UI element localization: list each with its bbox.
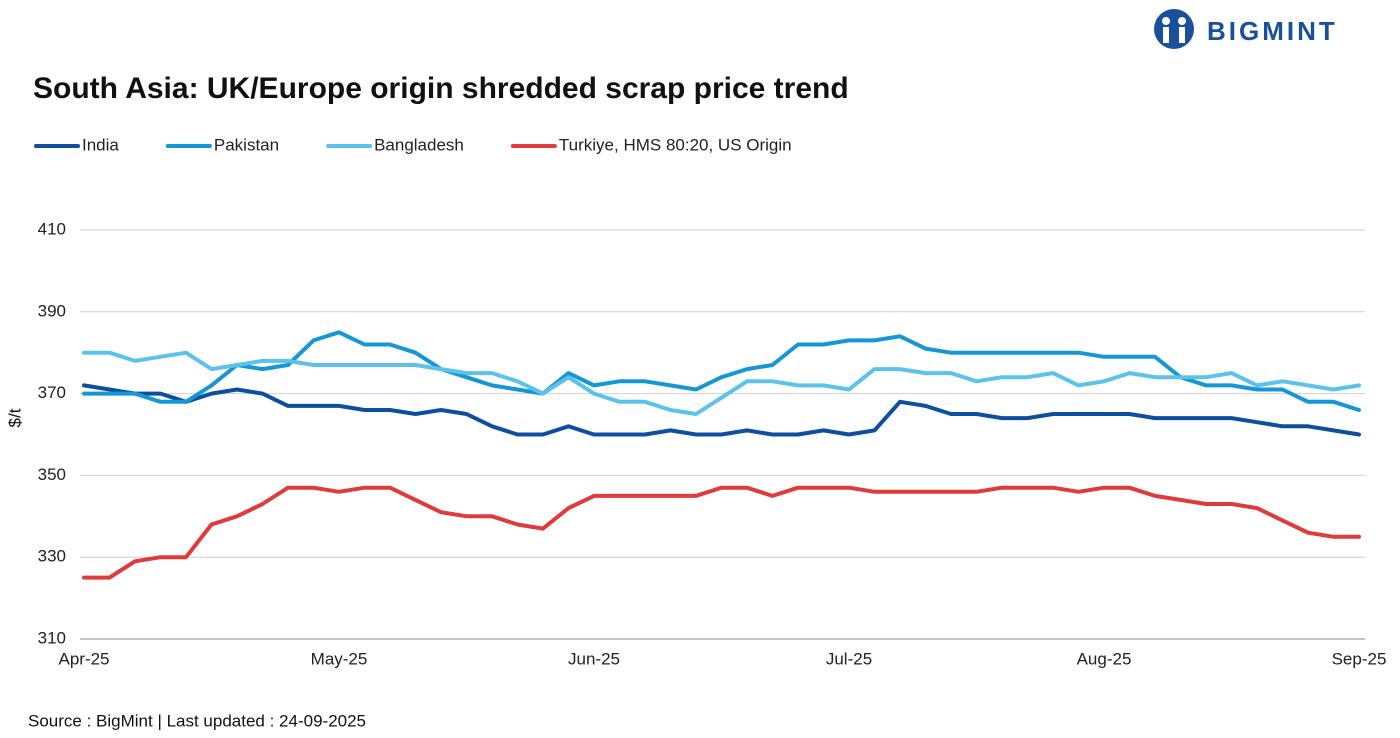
x-tick-label: May-25 <box>311 649 368 668</box>
series-line <box>82 485 1361 580</box>
logo: BIGMINT <box>1154 9 1338 49</box>
x-tick-label: Aug-25 <box>1077 649 1132 668</box>
legend-label: Bangladesh <box>374 135 464 154</box>
x-tick-label: Jun-25 <box>568 649 620 668</box>
x-tick-label: Sep-25 <box>1332 649 1387 668</box>
y-tick-label: 310 <box>38 628 66 647</box>
y-tick-label: 350 <box>38 465 66 484</box>
legend-label: Pakistan <box>214 135 279 154</box>
x-tick-label: Apr-25 <box>58 649 109 668</box>
y-tick-label: 330 <box>38 547 66 566</box>
legend-label: Turkiye, HMS 80:20, US Origin <box>559 135 792 154</box>
source-note: Source : BigMint | Last updated : 24-09-… <box>28 711 366 730</box>
y-tick-label: 370 <box>38 383 66 402</box>
logo-icon-dot <box>1178 17 1186 25</box>
series-line <box>82 350 1361 416</box>
y-tick-label: 410 <box>38 219 66 238</box>
series-line <box>82 330 1361 412</box>
y-axis-label: $/t <box>5 408 24 427</box>
logo-icon-bar <box>1163 27 1169 43</box>
chart-title: South Asia: UK/Europe origin shredded sc… <box>33 72 849 105</box>
legend-label: India <box>82 135 119 154</box>
logo-icon-dot <box>1162 17 1170 25</box>
x-tick-label: Jul-25 <box>826 649 872 668</box>
logo-text: BIGMINT <box>1207 16 1338 46</box>
series-line <box>82 383 1361 437</box>
logo-icon <box>1154 9 1194 49</box>
logo-icon-bar <box>1179 27 1185 43</box>
y-tick-label: 390 <box>38 301 66 320</box>
